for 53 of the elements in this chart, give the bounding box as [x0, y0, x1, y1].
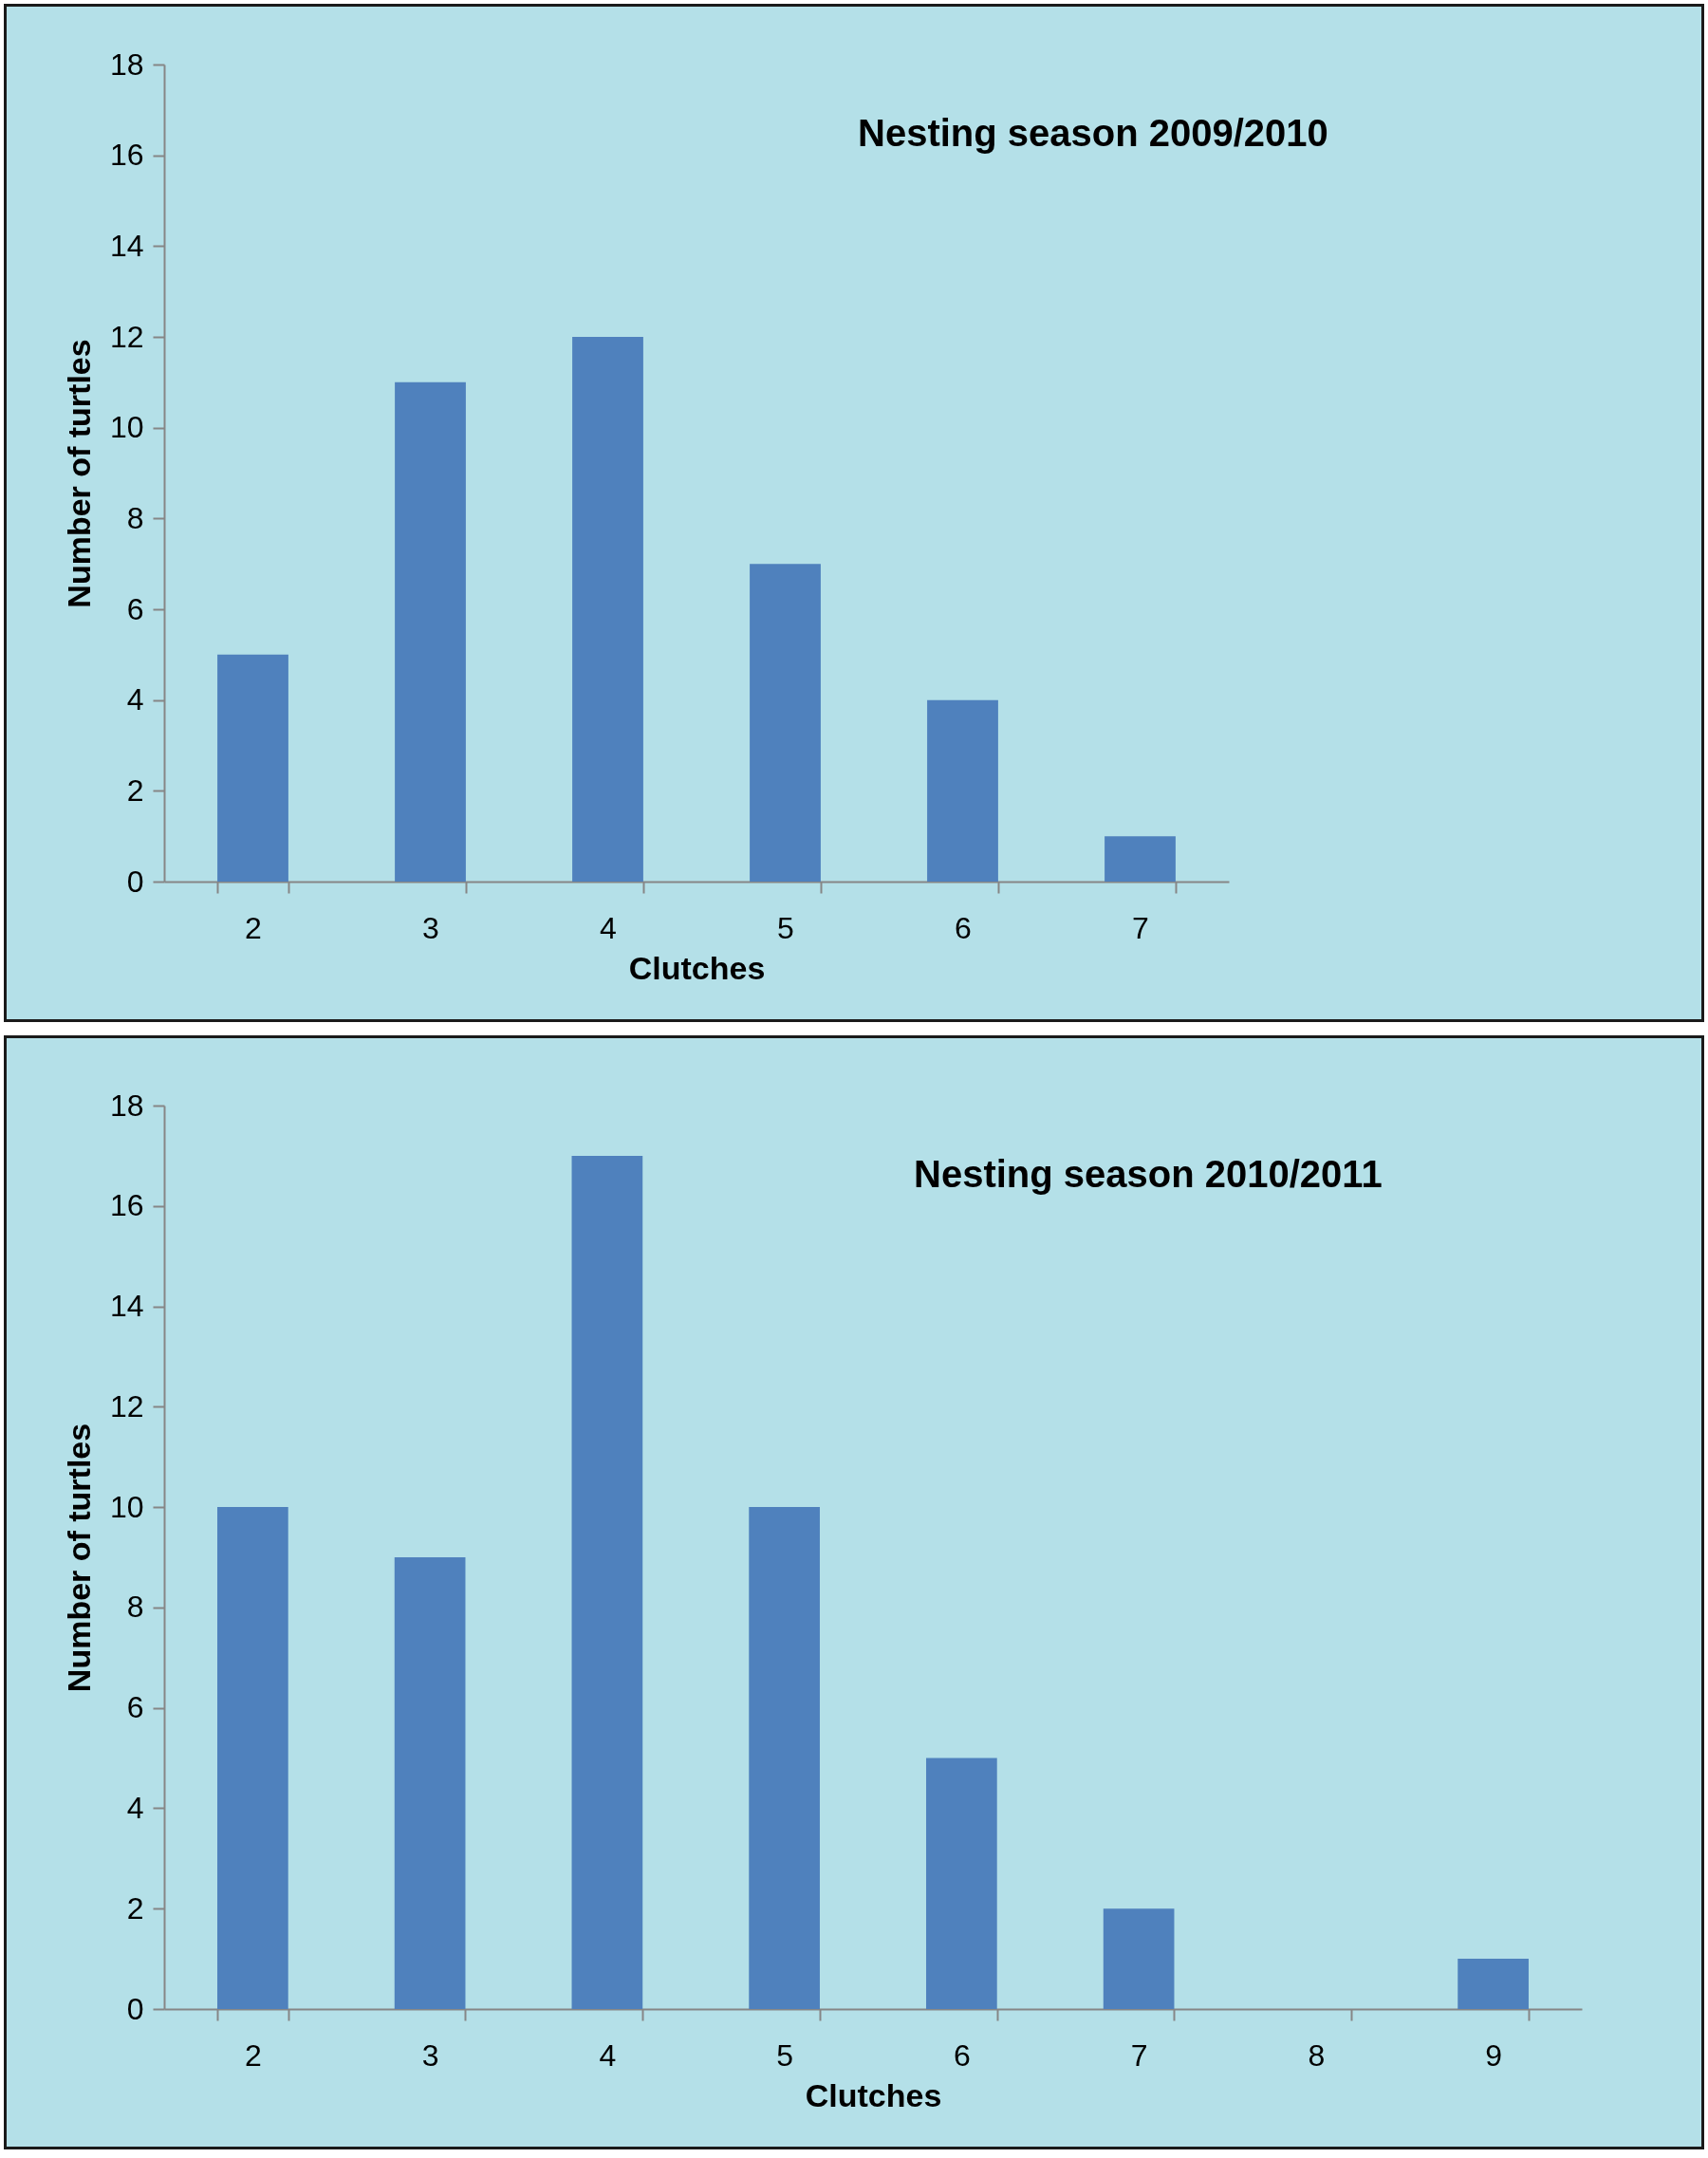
x-axis-title: Clutches: [628, 949, 766, 986]
bar: [571, 1155, 643, 2009]
bar: [395, 381, 466, 882]
x-tick-label: 5: [776, 2037, 794, 2073]
x-tick-label: 4: [600, 910, 617, 945]
text: Nesting season 2010/2011: [914, 1153, 1383, 1195]
y-axis-title: Number of turtles: [60, 339, 97, 608]
bar: [749, 1507, 820, 2009]
y-tick-label: 18: [109, 47, 144, 82]
bar: [926, 1758, 997, 2009]
bar: [217, 1507, 288, 2009]
text: Nesting season 2009/2010: [858, 112, 1328, 154]
y-tick-label: 6: [126, 1690, 144, 1725]
bar: [750, 564, 821, 882]
y-tick-label: 16: [109, 138, 144, 173]
y-tick-label: 4: [126, 1790, 144, 1825]
x-tick-label: 7: [1130, 2037, 1148, 2073]
y-tick-label: 12: [109, 319, 144, 354]
x-tick-label: 3: [421, 2037, 439, 2073]
x-tick-label: 5: [777, 910, 794, 945]
bar: [927, 699, 998, 882]
x-axis-title: Clutches: [805, 2076, 942, 2113]
bar: [1103, 1908, 1175, 2009]
y-tick-label: 0: [126, 1991, 144, 2026]
bar: [1105, 836, 1176, 882]
x-tick-label: 8: [1308, 2037, 1326, 2073]
y-tick-label: 8: [126, 1590, 144, 1625]
y-tick-label: 16: [109, 1188, 144, 1223]
x-tick-label: 6: [953, 2037, 971, 2073]
bar: [394, 1557, 466, 2009]
y-tick-label: 0: [126, 864, 144, 899]
x-tick-label: 2: [245, 910, 262, 945]
y-tick-label: 8: [126, 500, 144, 535]
y-tick-label: 14: [109, 228, 144, 263]
y-tick-label: 10: [109, 410, 144, 445]
x-tick-label: 4: [599, 2037, 617, 2073]
y-axis-title: Number of turtles: [60, 1423, 97, 1693]
y-tick-label: 14: [109, 1289, 144, 1324]
y-tick-label: 4: [126, 682, 144, 717]
x-tick-label: 6: [955, 910, 972, 945]
y-tick-label: 12: [109, 1388, 144, 1423]
x-tick-label: 9: [1485, 2037, 1503, 2073]
bar: [1457, 1959, 1529, 2009]
bar: [572, 337, 643, 882]
x-tick-label: 7: [1132, 910, 1149, 945]
bar: [217, 654, 288, 882]
y-tick-label: 2: [126, 1890, 144, 1925]
y-tick-label: 10: [109, 1489, 144, 1524]
x-tick-label: 3: [422, 910, 439, 945]
y-tick-label: 18: [109, 1088, 144, 1123]
y-tick-label: 6: [126, 591, 144, 626]
y-tick-label: 2: [126, 772, 144, 808]
x-tick-label: 2: [244, 2037, 262, 2073]
